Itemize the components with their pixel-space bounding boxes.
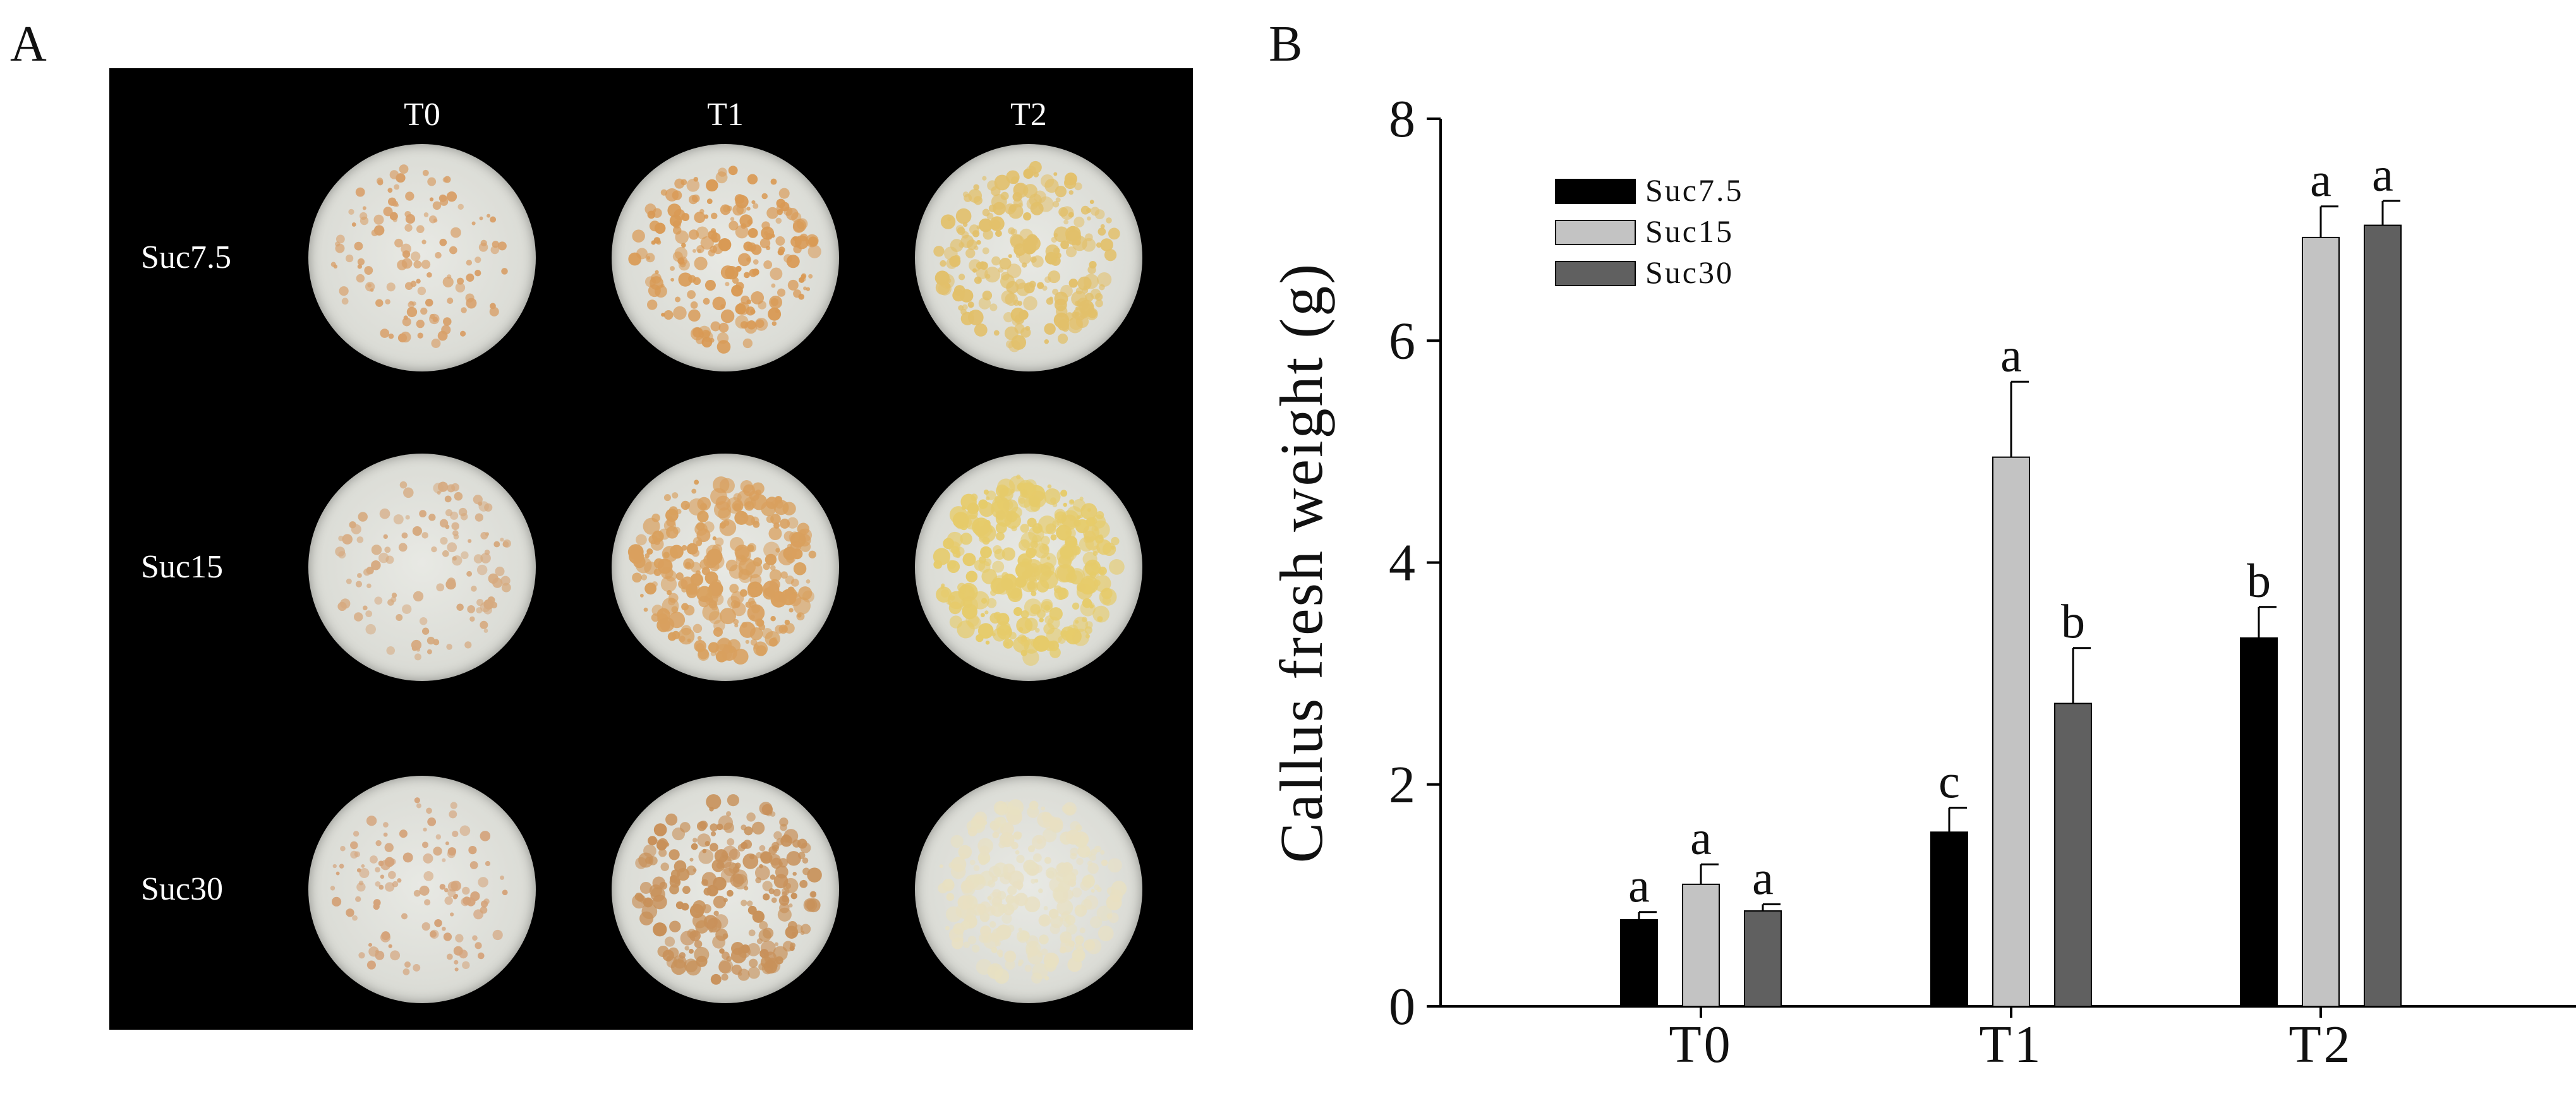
- y-tick-label: 2: [1389, 756, 1415, 814]
- significance-letter: b: [2061, 596, 2085, 649]
- culture-plate: [612, 454, 839, 681]
- significance-letter: a: [1628, 860, 1650, 913]
- significance-letter: b: [2247, 555, 2271, 608]
- x-tick-label: T1: [1979, 1015, 2043, 1074]
- column-label: T1: [707, 97, 744, 133]
- culture-plate: [308, 144, 536, 371]
- culture-plate: [915, 454, 1142, 681]
- callus-photo-panel: T0 T1 T2 Suc7.5 Suc15 Suc30: [109, 68, 1193, 1030]
- y-tick-label: 8: [1389, 90, 1415, 148]
- culture-plate: [915, 144, 1142, 371]
- row-label: Suc7.5: [141, 239, 231, 275]
- panel-letter-b: B: [1269, 16, 1303, 72]
- bar-suc30: [2364, 224, 2402, 1008]
- legend-label: Suc7.5: [1645, 172, 1744, 208]
- bar-suc15: [2302, 236, 2340, 1008]
- significance-letter: a: [2310, 154, 2331, 207]
- bar-suc15: [1992, 456, 2030, 1007]
- bar-suc7-5: [1620, 919, 1658, 1007]
- significance-letter: a: [2372, 148, 2393, 202]
- culture-plate: [308, 776, 536, 1003]
- row-label: Suc30: [141, 871, 223, 907]
- y-tick-label: 0: [1389, 977, 1415, 1036]
- y-tick-label: 6: [1389, 311, 1415, 370]
- bar-suc30: [1744, 910, 1782, 1008]
- significance-letter: a: [2000, 329, 2022, 382]
- bar-suc7-5: [1930, 831, 1968, 1008]
- culture-plate: [612, 776, 839, 1003]
- x-tick-label: T0: [1669, 1015, 1732, 1074]
- culture-plate: [915, 776, 1142, 1003]
- legend-swatch: [1555, 220, 1636, 245]
- row-label: Suc15: [141, 549, 223, 585]
- bar-suc15: [1682, 883, 1720, 1007]
- significance-letter: a: [1752, 852, 1774, 905]
- column-label: T2: [1010, 97, 1047, 133]
- column-label: T0: [404, 97, 440, 133]
- panel-letter-a: A: [10, 16, 47, 72]
- x-tick-label: T2: [2289, 1015, 2352, 1074]
- y-axis-title: Callus fresh weight (g): [1267, 262, 1335, 863]
- bar-suc7-5: [2240, 637, 2278, 1007]
- legend-label: Suc15: [1645, 214, 1734, 249]
- culture-plate: [612, 144, 839, 371]
- legend-swatch: [1555, 179, 1636, 204]
- culture-plate: [308, 454, 536, 681]
- legend-label: Suc30: [1645, 255, 1734, 290]
- significance-letter: c: [1938, 756, 1960, 809]
- legend-swatch: [1555, 261, 1636, 286]
- significance-letter: a: [1690, 812, 1712, 865]
- y-tick-label: 4: [1389, 534, 1415, 593]
- bar-suc30: [2054, 702, 2092, 1007]
